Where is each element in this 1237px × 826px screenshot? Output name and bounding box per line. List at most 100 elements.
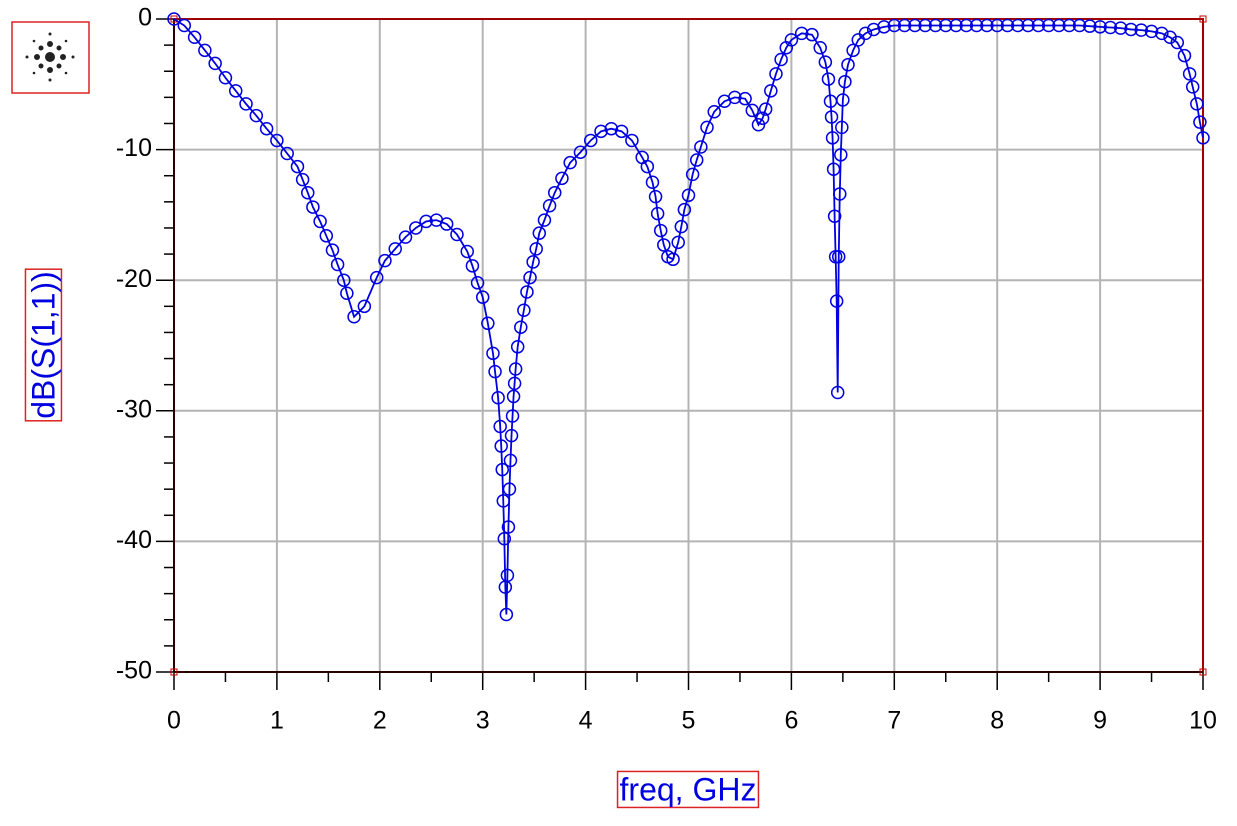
data-point	[198, 43, 212, 58]
data-point	[218, 71, 233, 85]
data-point	[1155, 26, 1169, 41]
y-tick-label: -50	[116, 657, 152, 685]
x-tick-label: 6	[784, 707, 798, 735]
data-point	[319, 229, 334, 243]
data-point	[270, 133, 284, 148]
y-tick-label: -40	[116, 526, 152, 554]
data-point	[523, 270, 537, 285]
x-tick-label: 5	[682, 707, 696, 735]
data-point	[497, 532, 512, 546]
x-tick-label: 7	[887, 707, 901, 735]
corner-handle	[1199, 15, 1207, 23]
data-point	[728, 90, 742, 105]
data-point	[542, 199, 557, 213]
data-point	[499, 607, 514, 622]
x-tick-label: 9	[1093, 707, 1107, 735]
data-point	[493, 419, 507, 434]
data-point	[1193, 115, 1207, 129]
data-point	[648, 189, 663, 204]
data-point	[494, 439, 508, 453]
x-tick-label: 4	[579, 707, 593, 735]
data-point	[689, 153, 704, 167]
data-point	[824, 110, 839, 124]
data-point	[488, 364, 502, 379]
data-point	[650, 206, 665, 221]
data-point	[825, 131, 840, 145]
data-point	[1144, 24, 1159, 39]
data-point	[755, 111, 770, 126]
data-point	[834, 148, 848, 162]
data-point	[249, 108, 264, 123]
data-point	[674, 219, 689, 234]
data-point	[439, 217, 454, 231]
data-point	[758, 102, 773, 116]
data-point	[614, 124, 629, 139]
data-point	[325, 243, 340, 257]
x-tick-label: 0	[167, 707, 181, 735]
data-point	[465, 259, 480, 273]
data-point	[501, 520, 516, 534]
data-point	[604, 121, 619, 136]
data-point	[836, 93, 850, 107]
data-point	[507, 376, 522, 391]
data-point	[517, 303, 531, 317]
data-point	[295, 172, 310, 187]
data-point	[330, 257, 345, 272]
data-point	[340, 286, 354, 301]
data-point	[1113, 21, 1128, 35]
data-point	[259, 121, 274, 136]
data-point	[769, 67, 783, 81]
data-point	[532, 226, 547, 240]
data-point	[502, 482, 517, 496]
label-box	[616, 770, 760, 809]
data-point	[1103, 20, 1118, 35]
y-tick-label: 0	[138, 4, 152, 32]
data-point	[918, 18, 932, 33]
data-point	[1052, 18, 1066, 33]
data-point	[657, 238, 671, 252]
data-point	[228, 84, 243, 98]
data-point	[496, 494, 511, 508]
data-point	[378, 253, 392, 268]
data-point	[504, 428, 519, 443]
data-point	[838, 74, 852, 89]
corner-handle	[170, 15, 178, 23]
data-point	[681, 188, 696, 203]
data-point	[745, 103, 760, 118]
data-point	[239, 97, 253, 111]
data-point	[290, 159, 305, 174]
data-point	[301, 185, 315, 200]
data-point	[707, 104, 721, 119]
x-tick-label: 3	[476, 707, 490, 735]
data-point	[969, 18, 984, 33]
data-point	[280, 146, 294, 161]
data-point	[677, 202, 692, 217]
data-point	[813, 40, 827, 55]
label-box	[24, 268, 63, 422]
data-point	[939, 18, 953, 33]
data-point	[887, 18, 902, 33]
data-point	[829, 294, 844, 308]
data-point	[671, 235, 685, 250]
data-point	[208, 56, 222, 71]
data-point	[640, 159, 655, 174]
data-point	[1190, 97, 1204, 111]
data-point	[537, 213, 552, 227]
data-point	[529, 242, 543, 256]
data-point	[313, 214, 327, 229]
data-point	[481, 316, 495, 331]
x-tick-label: 2	[373, 707, 387, 735]
data-point	[505, 409, 520, 423]
data-point	[858, 26, 873, 41]
data-point	[306, 200, 320, 214]
data-point	[959, 18, 974, 33]
data-point	[583, 133, 598, 148]
data-point	[460, 244, 475, 259]
data-point	[475, 290, 490, 304]
data-point	[794, 26, 809, 41]
data-point	[500, 568, 515, 583]
data-point	[694, 140, 708, 154]
data-point	[187, 30, 202, 45]
data-point	[821, 72, 836, 86]
data-point	[177, 18, 192, 33]
